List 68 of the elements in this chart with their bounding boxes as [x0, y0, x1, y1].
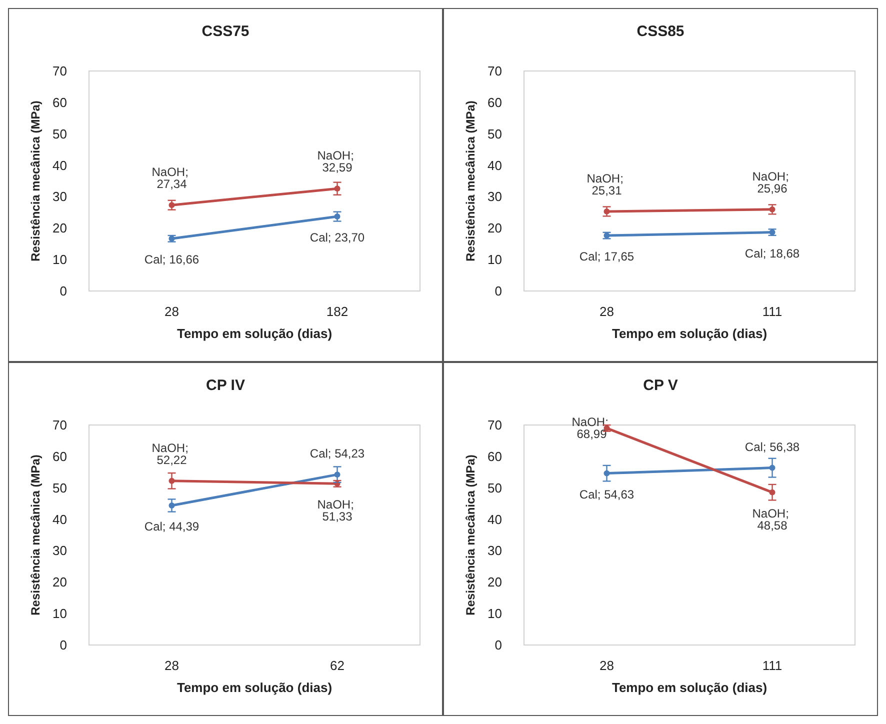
- y-tick-label: 70: [52, 418, 67, 432]
- x-axis-title: Tempo em solução (dias): [176, 326, 332, 341]
- chart-title: CP V: [643, 377, 678, 394]
- data-label: NaOH; 25,96: [752, 169, 792, 196]
- data-label: NaOH; 25,31: [586, 171, 627, 198]
- data-label: Cal; 56,38: [744, 440, 800, 454]
- x-axis-title: Tempo em solução (dias): [612, 680, 768, 695]
- y-tick-label: 10: [488, 606, 502, 622]
- y-tick-label: 50: [488, 480, 502, 496]
- data-label: Cal; 18,68: [744, 246, 800, 260]
- x-tick-label: 28: [600, 304, 614, 319]
- data-label: Cal; 54,63: [579, 487, 634, 502]
- y-tick-label: 0: [60, 638, 67, 652]
- y-tick-label: 60: [488, 448, 502, 464]
- y-tick-label: 20: [52, 574, 67, 590]
- y-tick-label: 0: [494, 638, 502, 652]
- data-label: NaOH; 32,59: [317, 148, 358, 175]
- y-tick-label: 20: [52, 220, 67, 236]
- data-label: Cal; 17,65: [579, 250, 634, 264]
- data-label: Cal; 16,66: [144, 252, 200, 267]
- x-axis-title: Tempo em solução (dias): [176, 680, 332, 695]
- chart-title: CSS85: [636, 23, 684, 40]
- x-tick-label: 182: [326, 304, 348, 319]
- chart-title: CSS75: [202, 23, 250, 40]
- y-tick-label: 70: [52, 64, 67, 78]
- data-label: Cal; 44,39: [144, 519, 200, 534]
- y-tick-label: 10: [488, 252, 502, 268]
- x-tick-label: 28: [164, 304, 179, 319]
- y-tick-label: 60: [488, 94, 502, 110]
- y-axis-title: Resistência mecânica (MPa): [464, 100, 478, 262]
- data-label: NaOH; 51,33: [317, 498, 358, 524]
- y-tick-label: 30: [52, 543, 67, 558]
- y-tick-label: 0: [494, 284, 502, 298]
- x-tick-label: 28: [600, 658, 614, 673]
- y-tick-label: 10: [52, 606, 67, 622]
- y-axis-title: Resistência mecânica (MPa): [28, 100, 43, 262]
- y-tick-label: 30: [52, 189, 67, 204]
- data-label: NaOH; 68,99: [572, 415, 612, 442]
- y-axis-title: Resistência mecânica (MPa): [28, 454, 43, 616]
- y-tick-label: 70: [488, 418, 502, 432]
- y-tick-label: 20: [488, 574, 502, 590]
- y-tick-label: 30: [488, 189, 502, 204]
- y-axis-title: Resistência mecânica (MPa): [464, 454, 478, 616]
- chart-title: CP IV: [206, 377, 245, 394]
- y-tick-label: 50: [488, 126, 502, 142]
- y-tick-label: 40: [52, 512, 67, 527]
- x-axis-title: Tempo em solução (dias): [612, 326, 768, 341]
- data-label: NaOH; 48,58: [752, 506, 792, 532]
- data-label: NaOH; 52,22: [152, 440, 192, 467]
- y-tick-label: 10: [52, 252, 67, 268]
- x-tick-label: 111: [762, 658, 782, 673]
- y-tick-label: 70: [488, 64, 502, 78]
- data-label: Cal; 54,23: [310, 446, 365, 461]
- y-tick-label: 60: [52, 448, 67, 464]
- x-tick-label: 111: [762, 304, 782, 319]
- y-tick-label: 40: [488, 158, 502, 173]
- y-tick-label: 60: [52, 94, 67, 110]
- y-tick-label: 30: [488, 543, 502, 558]
- y-tick-label: 50: [52, 480, 67, 496]
- data-label: Cal; 23,70: [310, 230, 365, 245]
- y-tick-label: 40: [488, 512, 502, 527]
- y-tick-label: 0: [60, 284, 67, 298]
- data-label: NaOH; 27,34: [152, 165, 192, 192]
- y-tick-label: 20: [488, 220, 502, 236]
- y-tick-label: 40: [52, 158, 67, 173]
- x-tick-label: 28: [164, 658, 179, 673]
- x-tick-label: 62: [330, 658, 344, 673]
- y-tick-label: 50: [52, 126, 67, 142]
